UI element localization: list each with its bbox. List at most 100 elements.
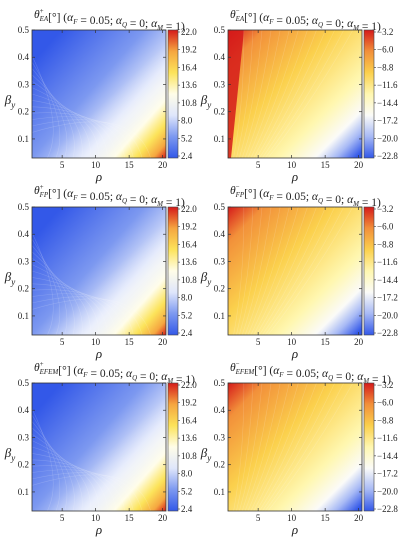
colorbar-tick-label: 19.2: [181, 222, 197, 232]
y-axis-label: βy: [4, 92, 15, 110]
x-tick-label: 15: [321, 513, 331, 523]
y-tick-label: 0.2: [214, 284, 225, 294]
colorbar-tick-label: 2.4: [181, 504, 193, 514]
colorbar-tick-label: 10.8: [181, 451, 197, 461]
colorbar-tick-label: 19.2: [181, 398, 197, 408]
colorbar-tick-label: −22.8: [377, 328, 398, 338]
y-axis-label: βy: [4, 445, 15, 463]
panel-title: θ+ EA[°] (αF = 0.05; αQ = 0; αM = 1): [34, 7, 185, 33]
y-axis-label: βy: [200, 92, 211, 110]
colorbar-tick-label: 8.0: [181, 116, 193, 126]
colorbar-tick-label: 2.4: [181, 328, 193, 338]
colorbar-tick-label: −6.0: [377, 222, 394, 232]
panel-title: θ+ FP[°] (αF = 0.05; αQ = 0; αM = 1): [34, 183, 185, 209]
colorbar-tick-label: −11.6: [377, 433, 398, 443]
colorbar-tick-label: 8.0: [181, 469, 193, 479]
heatmap-field: [228, 30, 362, 158]
panel-title: θ− EFEM[°] (αF = 0.05; αQ = 0; αM = 1): [230, 360, 391, 386]
plot-frame: [227, 206, 363, 336]
y-tick-label: 0.3: [18, 256, 30, 266]
x-tick-label: 5: [60, 513, 65, 523]
colorbar-tick-label: −14.4: [377, 98, 398, 108]
y-tick-label: 0.5: [18, 25, 30, 35]
y-tick-label: 0.4: [18, 405, 30, 415]
colorbar-tick-label: −3.2: [377, 27, 393, 37]
y-tick-label: 0.1: [214, 134, 225, 144]
colorbar-tick-label: 10.8: [181, 275, 197, 285]
x-axis-label: ρ: [291, 169, 298, 184]
x-tick-label: 20: [158, 160, 168, 170]
y-tick-label: 0.1: [18, 311, 29, 321]
colorbar-tick-label: −22.8: [377, 151, 398, 161]
x-axis-label: ρ: [95, 522, 102, 537]
colorbar-tick-label: −14.4: [377, 451, 398, 461]
y-tick-label: 0.5: [18, 378, 30, 388]
colorbar-tick-label: −17.2: [377, 469, 398, 479]
y-tick-label: 0.4: [214, 229, 226, 239]
colorbar-tick-label: 8.0: [181, 293, 193, 303]
colorbar-tick-label: −20.0: [377, 310, 398, 320]
colorbar-tick-label: 16.4: [181, 62, 197, 72]
colorbar: 22.0 19.2 16.4 13.6 10.8 8.0 5.2 2.4: [167, 380, 197, 514]
colorbar-tick-label: −22.8: [377, 504, 398, 514]
plot-frame: [31, 382, 167, 512]
colorbar-tick-label: −3.2: [377, 204, 393, 214]
heatmap-panel: 5 10 15 20 0.5 0.4 0.3 0.2 0.1 ρ βy θ+ EA[°] (αF = 0…: [4, 7, 197, 184]
panel-title: θ− EA[°] (αF = 0.05; αQ = 0; αM = 1): [230, 7, 381, 33]
colorbar-tick-label: 2.4: [181, 151, 193, 161]
x-tick-label: 10: [91, 337, 101, 347]
x-tick-label: 20: [354, 337, 364, 347]
y-tick-label: 0.3: [18, 432, 30, 442]
heatmap-field: [32, 383, 166, 511]
x-tick-label: 10: [287, 160, 297, 170]
x-tick-label: 20: [158, 513, 168, 523]
x-tick-label: 5: [256, 160, 261, 170]
x-tick-label: 5: [256, 337, 261, 347]
colorbar: −3.2 −6.0 −8.8 −11.6 −14.4 −17.2 −20.0 −22.8: [363, 204, 398, 338]
plot-frame: [31, 206, 167, 336]
x-tick-label: 20: [158, 337, 168, 347]
colorbar-tick-label: −17.2: [377, 116, 398, 126]
x-axis-label: ρ: [95, 346, 102, 361]
y-tick-label: 0.5: [214, 25, 226, 35]
colorbar-tick-label: −8.8: [377, 415, 394, 425]
y-tick-label: 0.3: [214, 79, 226, 89]
heatmap-field: [32, 207, 166, 335]
x-tick-label: 15: [125, 160, 135, 170]
colorbar-tick-label: 22.0: [181, 204, 197, 214]
colorbar: −3.2 −6.0 −8.8 −11.6 −14.4 −17.2 −20.0 −22.8: [363, 380, 398, 514]
colorbar-tick-label: −11.6: [377, 80, 398, 90]
x-axis-label: ρ: [95, 169, 102, 184]
y-tick-label: 0.5: [214, 202, 226, 212]
y-tick-label: 0.1: [18, 487, 29, 497]
y-tick-label: 0.2: [18, 107, 29, 117]
heatmap-field: [32, 30, 166, 158]
colorbar-tick-label: 5.2: [181, 486, 192, 496]
heatmap-panel: 5 10 15 20 0.5 0.4 0.3 0.2 0.1 ρ βy θ− FP[°] (αF = 0…: [200, 183, 399, 361]
colorbar: 22.0 19.2 16.4 13.6 10.8 8.0 5.2 2.4: [167, 204, 197, 338]
x-tick-label: 5: [60, 337, 65, 347]
heatmap-field: [228, 207, 362, 335]
colorbar-tick-label: 16.4: [181, 415, 197, 425]
colorbar-tick-label: 10.8: [181, 98, 197, 108]
heatmap-panel: 5 10 15 20 0.5 0.4 0.3 0.2 0.1 ρ βy θ+ EFEM[°] (αF =…: [4, 360, 197, 537]
colorbar-tick-label: −17.2: [377, 293, 398, 303]
heatmap-field: [228, 383, 362, 511]
heatmap-panel: 5 10 15 20 0.5 0.4 0.3 0.2 0.1 ρ βy θ+ FP[°] (αF = 0…: [4, 183, 197, 361]
x-tick-label: 20: [354, 160, 364, 170]
colorbar-tick-label: −14.4: [377, 275, 398, 285]
colorbar: 22.0 19.2 16.4 13.6 10.8 8.0 5.2 2.4: [167, 27, 197, 161]
colorbar-tick-label: 22.0: [181, 27, 197, 37]
colorbar: −3.2 −6.0 −8.8 −11.6 −14.4 −17.2 −20.0 −22.8: [363, 27, 398, 161]
x-axis-label: ρ: [291, 522, 298, 537]
x-tick-label: 10: [91, 160, 101, 170]
colorbar-tick-label: 16.4: [181, 239, 197, 249]
y-tick-label: 0.4: [18, 229, 30, 239]
y-tick-label: 0.2: [214, 460, 225, 470]
plot-frame: [227, 382, 363, 512]
x-axis-label: ρ: [291, 346, 298, 361]
colorbar-tick-label: −11.6: [377, 257, 398, 267]
colorbar-tick-label: −6.0: [377, 398, 394, 408]
colorbar-tick-label: −20.0: [377, 486, 398, 496]
